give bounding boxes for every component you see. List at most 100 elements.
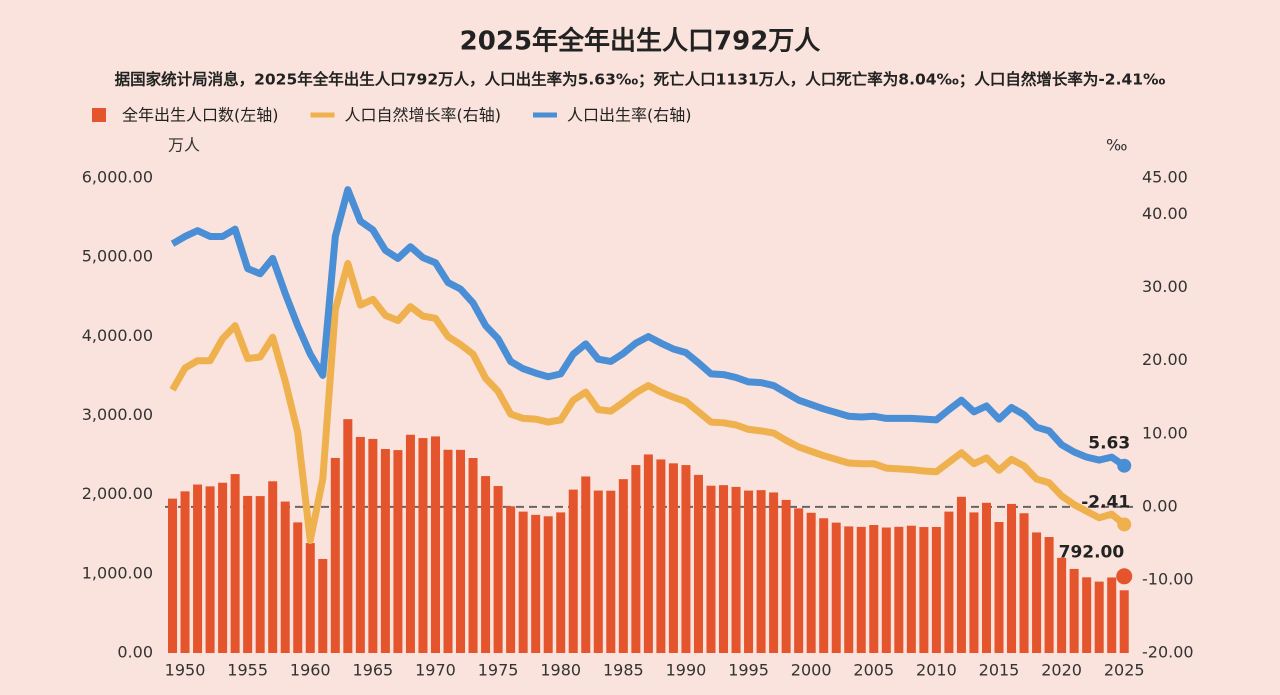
bar [230,474,240,653]
bar [443,449,453,653]
bar [706,485,716,653]
bar [1119,590,1129,653]
bar [881,527,891,653]
bar [794,508,804,653]
bar [243,495,253,653]
bar [531,514,541,653]
bar [656,459,666,653]
bar [405,434,415,653]
y-tick-label: 2,000.00 [82,484,153,503]
bar [481,476,491,653]
legend-label: 人口自然增长率(右轴) [345,106,502,125]
y2-tick-label: -20.00 [1142,643,1194,662]
bar [1094,581,1104,653]
bar [468,458,478,653]
bar [919,527,929,653]
bar [430,436,440,653]
bar [1057,557,1067,653]
bar [168,498,178,653]
bar [205,486,215,653]
bar [631,465,641,653]
bar [506,506,516,653]
bar [218,482,228,653]
bar [756,490,766,653]
end-marker [1117,517,1132,532]
bar [693,474,703,653]
bar [343,419,353,653]
bar [1082,577,1092,653]
bar [944,511,954,653]
bar [719,485,729,653]
bar [1019,513,1029,653]
bar [593,490,603,653]
x-tick-label: 1970 [415,661,456,680]
bar [981,502,991,653]
bar [1044,537,1054,653]
bar [731,486,741,653]
bar [543,516,553,653]
chart-title: 2025年全年出生人口792万人 [460,26,821,57]
line [169,260,1127,544]
bar [493,486,503,653]
bar [894,526,904,653]
bar [418,438,428,653]
bar [1107,577,1117,653]
x-tick-label: 1960 [290,661,331,680]
bar [393,450,403,653]
bar [180,491,190,653]
bar [769,492,779,653]
bar [193,484,203,653]
x-tick-label: 1980 [540,661,581,680]
bar [293,522,303,653]
x-tick-label: 1965 [353,661,394,680]
bar [906,525,916,653]
y-unit: 万人 [168,136,200,155]
y-tick-label: 4,000.00 [82,326,153,345]
end-label: -2.41 [1081,492,1130,512]
bar [1007,503,1017,653]
bar [744,490,754,653]
bar [844,526,854,653]
bar [1069,568,1079,653]
x-tick-label: 2020 [1041,661,1082,680]
x-tick-label: 1985 [603,661,644,680]
bar [456,449,466,653]
y2-tick-label: 40.00 [1142,204,1188,223]
legend-label: 全年出生人口数(左轴) [122,106,279,125]
x-tick-label: 1955 [227,661,268,680]
bar [268,481,278,653]
y2-tick-label: 45.00 [1142,168,1188,187]
bar [969,512,979,653]
bar [380,448,390,653]
y2-tick-label: 30.00 [1142,277,1188,296]
x-tick-label: 1990 [666,661,707,680]
bar [255,496,265,653]
x-tick-label: 2005 [853,661,894,680]
bar [869,524,879,653]
bar [568,489,578,653]
bar [856,526,866,653]
chart-subtitle: 据国家统计局消息，2025年全年出生人口792万人，人口出生率为5.63‰；死亡… [115,70,1166,89]
bar [280,501,290,653]
bar [556,512,566,653]
bar [806,512,816,653]
end-label: 792.00 [1059,542,1125,562]
y-tick-label: 3,000.00 [82,405,153,424]
y2-tick-label: 0.00 [1142,496,1178,515]
bar [1032,532,1042,653]
x-tick-label: 2000 [791,661,832,680]
y2-tick-label: 20.00 [1142,350,1188,369]
line [170,186,1127,469]
end-label: 5.63 [1088,434,1130,454]
y2-unit: ‰ [1106,136,1127,155]
bar [606,490,616,653]
bar [819,518,829,653]
bar [618,479,628,653]
bar [781,499,791,653]
bar [643,454,653,653]
y-tick-label: 1,000.00 [82,563,153,582]
bar [831,522,841,653]
y-tick-label: 5,000.00 [82,247,153,266]
end-marker [1117,458,1132,473]
